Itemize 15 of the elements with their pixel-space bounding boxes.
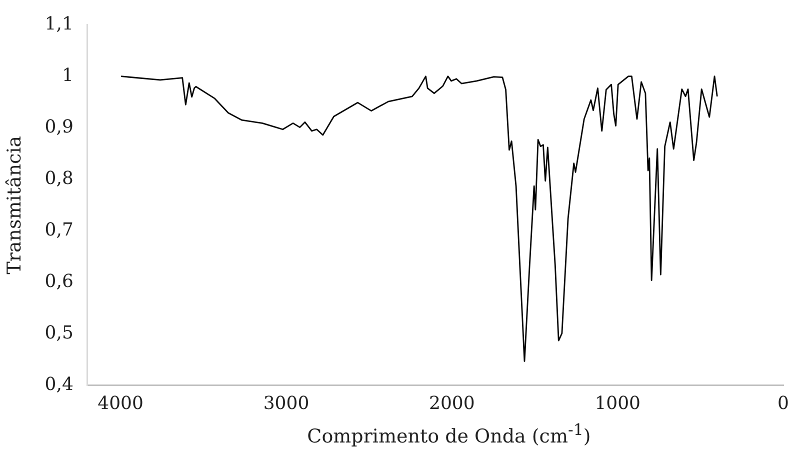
y-axis-title: Transmitância [3,136,26,274]
x-axis-title: Comprimento de Onda (cm$^{-1}$) [306,420,592,448]
y-tick-label: 1 [62,64,74,86]
y-tick-label: 1,1 [44,13,74,34]
y-tick-label: 0,6 [44,271,74,292]
x-tick-label: 1000 [594,392,640,414]
y-tick-label: 0,5 [44,322,74,344]
y-tick-label: 0,9 [44,116,74,138]
y-tick-label: 0,4 [44,374,74,396]
x-tick-label: 2000 [429,392,475,414]
y-tick-label: 0,7 [44,220,74,241]
y-tick-label: 0,8 [44,168,74,190]
x-tick-label: 3000 [263,392,310,414]
x-tick-label: 0 [778,392,789,414]
x-tick-label: 4000 [98,392,144,414]
